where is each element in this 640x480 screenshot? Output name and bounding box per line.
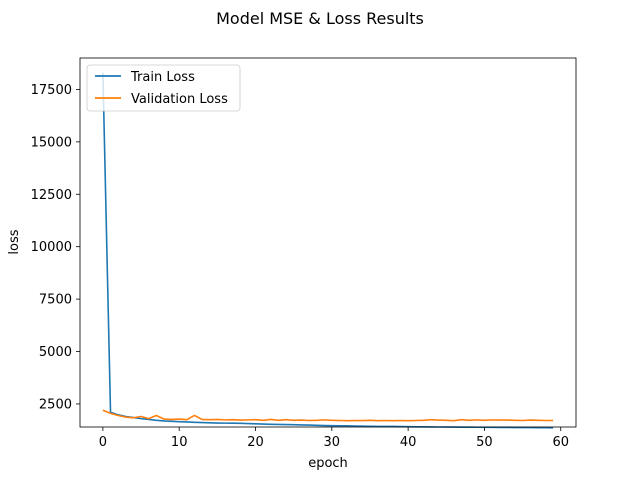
y-tick-label: 5000 [39, 345, 72, 360]
x-tick-label: 0 [99, 435, 107, 450]
x-tick-label: 30 [324, 435, 341, 450]
plot-area [79, 57, 577, 429]
x-tick-label: 50 [476, 435, 493, 450]
y-tick-label: 17500 [31, 83, 72, 98]
x-tick-label: 60 [552, 435, 569, 450]
x-axis: 0 10 20 30 40 50 60 [99, 427, 569, 450]
y-tick-label: 7500 [39, 293, 72, 308]
y-tick-label: 12500 [31, 188, 72, 203]
legend-label-train-loss: Train Loss [130, 70, 195, 85]
series-line-validation-loss [102, 409, 554, 422]
y-axis: 2500 5000 7500 10000 12500 15000 17500 [31, 83, 80, 412]
plot-background [80, 58, 576, 427]
y-tick-label: 15000 [31, 135, 72, 150]
x-tick-label: 10 [171, 435, 188, 450]
chart-title: Model MSE & Loss Results [216, 9, 424, 28]
y-tick-label: 10000 [31, 240, 72, 255]
legend: Train Loss Validation Loss [86, 64, 241, 112]
legend-box [86, 64, 241, 112]
legend-label-validation-loss: Validation Loss [131, 92, 228, 107]
plot-frame [79, 57, 577, 428]
x-tick-label: 20 [247, 435, 264, 450]
y-tick-label: 2500 [39, 397, 72, 412]
y-axis-label: loss [7, 229, 22, 254]
x-axis-label: epoch [308, 456, 348, 471]
x-tick-label: 40 [400, 435, 417, 450]
